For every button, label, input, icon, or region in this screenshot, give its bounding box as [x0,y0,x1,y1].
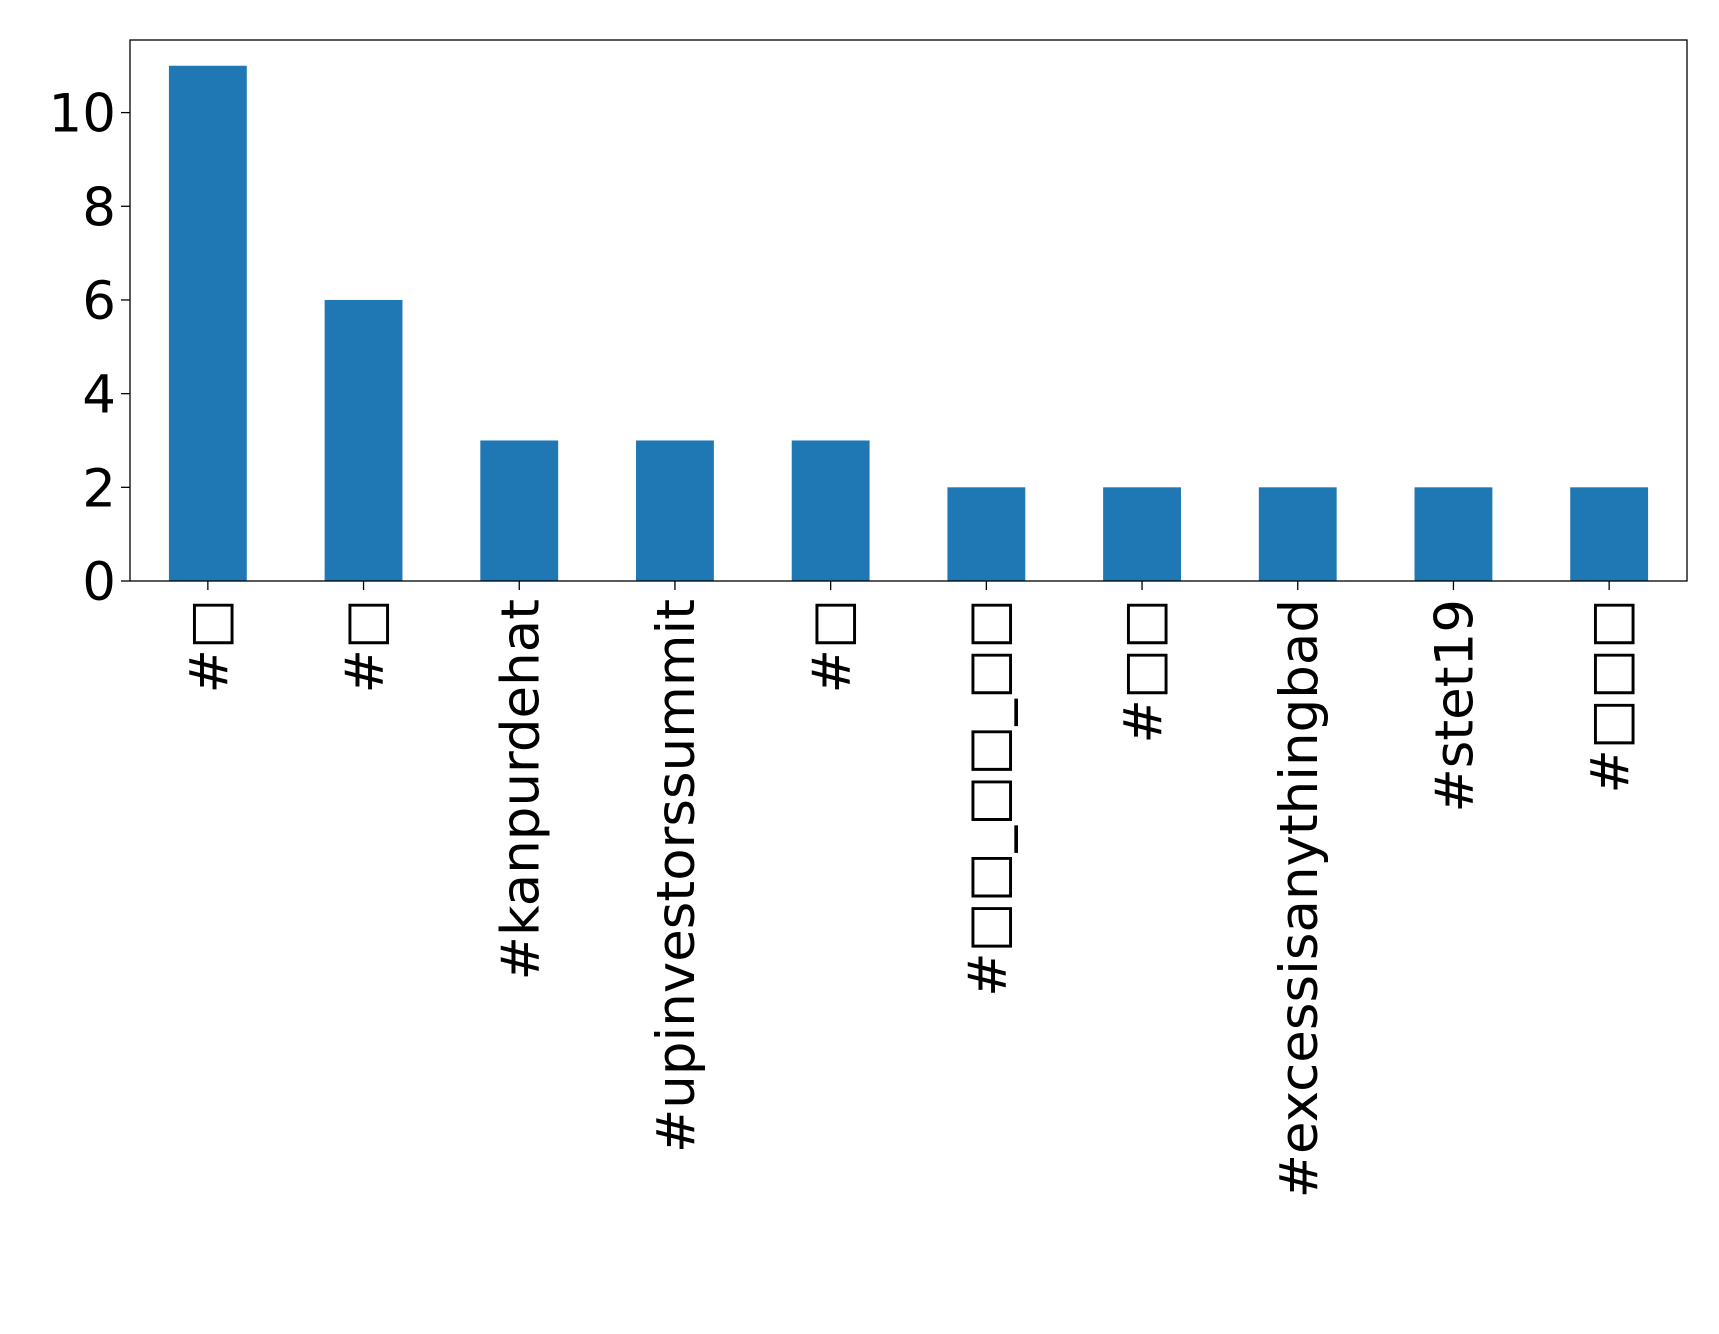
x-tick-label: #excessisanythingbad [1269,599,1330,1198]
bar [636,440,714,581]
bar [1570,487,1649,581]
x-tick-label: #□□_□□_□□ [957,599,1018,997]
x-tick-label: #□□□ [1580,599,1641,794]
y-tick-label: 0 [82,552,116,613]
y-tick-label: 2 [82,458,116,519]
x-tick-label: #□□ [1113,599,1174,744]
x-tick-label: #kanpurdehat [490,599,551,980]
x-tick-label: #stet19 [1424,599,1485,813]
y-tick-label: 6 [82,271,116,332]
x-tick-label: #□ [802,599,863,693]
x-tick-label: #□ [335,599,396,693]
bar [791,440,870,581]
axes-frame [129,39,1688,582]
bar [1103,487,1181,581]
bar [947,487,1026,581]
y-tick-label: 8 [82,177,116,238]
bar [480,440,559,581]
bar [168,65,247,581]
y-tick-label: 4 [82,365,116,426]
bar [1258,487,1337,581]
x-tick-label: #upinvestorssummit [646,599,707,1153]
x-tick-label: #□ [179,599,240,693]
bar [324,299,403,581]
y-tick-label: 10 [49,84,116,145]
bar [1414,487,1493,581]
